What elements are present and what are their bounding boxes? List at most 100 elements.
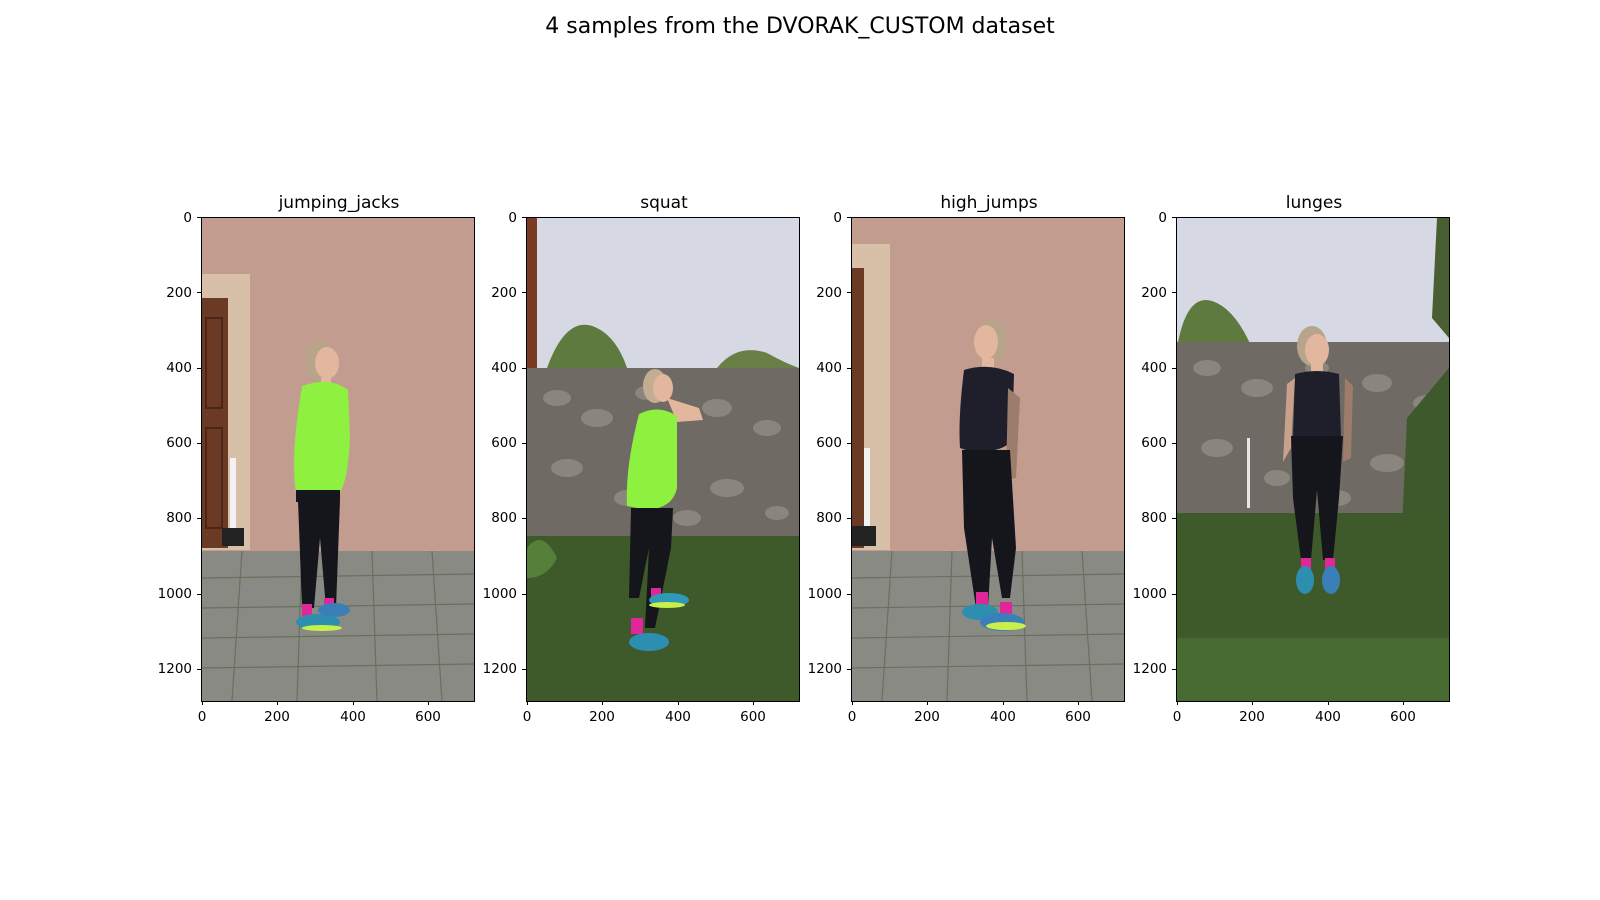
image-frame bbox=[201, 217, 475, 702]
panel-title: high_jumps bbox=[940, 193, 1038, 213]
y-tick-mark bbox=[847, 217, 851, 218]
x-tick-mark bbox=[527, 701, 528, 705]
image-frame bbox=[526, 217, 800, 702]
y-tick-label: 400 bbox=[491, 360, 517, 376]
y-tick-label: 600 bbox=[491, 435, 517, 451]
y-tick-label: 1200 bbox=[157, 661, 192, 677]
y-tick-mark bbox=[197, 669, 201, 670]
y-tick-label: 800 bbox=[166, 510, 192, 526]
y-tick-mark bbox=[1172, 594, 1176, 595]
y-tick-label: 0 bbox=[183, 210, 192, 226]
y-tick-label: 800 bbox=[816, 510, 842, 526]
x-tick-label: 400 bbox=[665, 709, 691, 725]
exercise-photo bbox=[202, 218, 474, 701]
x-tick-label: 400 bbox=[340, 709, 366, 725]
y-tick-label: 0 bbox=[508, 210, 517, 226]
y-tick-mark bbox=[1172, 368, 1176, 369]
y-tick-label: 0 bbox=[1158, 210, 1167, 226]
y-tick-mark bbox=[847, 669, 851, 670]
x-tick-mark bbox=[202, 701, 203, 705]
y-tick-mark bbox=[1172, 669, 1176, 670]
image-frame bbox=[851, 217, 1125, 702]
x-tick-label: 200 bbox=[914, 709, 940, 725]
y-tick-label: 1200 bbox=[1132, 661, 1167, 677]
y-tick-mark bbox=[197, 443, 201, 444]
y-tick-label: 200 bbox=[816, 285, 842, 301]
y-tick-label: 200 bbox=[491, 285, 517, 301]
y-tick-mark bbox=[847, 518, 851, 519]
y-tick-label: 200 bbox=[1141, 285, 1167, 301]
y-tick-mark bbox=[1172, 217, 1176, 218]
x-tick-mark bbox=[353, 701, 354, 705]
y-tick-mark bbox=[847, 443, 851, 444]
x-tick-mark bbox=[1177, 701, 1178, 705]
y-tick-mark bbox=[847, 594, 851, 595]
y-tick-label: 1200 bbox=[482, 661, 517, 677]
x-tick-label: 600 bbox=[1390, 709, 1416, 725]
x-tick-mark bbox=[1252, 701, 1253, 705]
x-tick-mark bbox=[678, 701, 679, 705]
y-tick-mark bbox=[522, 594, 526, 595]
y-tick-label: 800 bbox=[491, 510, 517, 526]
x-tick-mark bbox=[1328, 701, 1329, 705]
x-tick-label: 600 bbox=[740, 709, 766, 725]
x-tick-label: 200 bbox=[264, 709, 290, 725]
y-tick-label: 800 bbox=[1141, 510, 1167, 526]
y-tick-mark bbox=[1172, 443, 1176, 444]
y-tick-label: 1000 bbox=[1132, 586, 1167, 602]
y-tick-label: 400 bbox=[816, 360, 842, 376]
y-tick-mark bbox=[197, 368, 201, 369]
x-tick-mark bbox=[1078, 701, 1079, 705]
y-tick-mark bbox=[522, 518, 526, 519]
y-tick-mark bbox=[522, 669, 526, 670]
y-tick-mark bbox=[847, 292, 851, 293]
x-tick-label: 600 bbox=[415, 709, 441, 725]
x-tick-label: 0 bbox=[847, 709, 857, 725]
y-tick-label: 1000 bbox=[807, 586, 842, 602]
y-tick-label: 400 bbox=[1141, 360, 1167, 376]
x-tick-mark bbox=[927, 701, 928, 705]
x-tick-mark bbox=[1403, 701, 1404, 705]
y-tick-mark bbox=[522, 443, 526, 444]
panel-title: squat bbox=[640, 193, 688, 213]
y-tick-mark bbox=[197, 217, 201, 218]
y-tick-mark bbox=[197, 594, 201, 595]
y-tick-label: 0 bbox=[833, 210, 842, 226]
x-tick-mark bbox=[753, 701, 754, 705]
y-tick-mark bbox=[1172, 518, 1176, 519]
y-tick-mark bbox=[847, 368, 851, 369]
x-tick-mark bbox=[428, 701, 429, 705]
x-tick-mark bbox=[1003, 701, 1004, 705]
panel-title: jumping_jacks bbox=[278, 193, 400, 213]
y-tick-mark bbox=[522, 292, 526, 293]
y-tick-mark bbox=[1172, 292, 1176, 293]
panel-title: lunges bbox=[1285, 193, 1343, 213]
exercise-photo bbox=[527, 218, 799, 701]
y-tick-label: 400 bbox=[166, 360, 192, 376]
x-tick-label: 0 bbox=[1172, 709, 1182, 725]
x-tick-label: 400 bbox=[990, 709, 1016, 725]
x-tick-label: 600 bbox=[1065, 709, 1091, 725]
y-tick-label: 1000 bbox=[482, 586, 517, 602]
y-tick-mark bbox=[522, 217, 526, 218]
x-tick-label: 200 bbox=[1239, 709, 1265, 725]
y-tick-label: 600 bbox=[816, 435, 842, 451]
x-tick-label: 0 bbox=[197, 709, 207, 725]
image-frame bbox=[1176, 217, 1450, 702]
y-tick-label: 1200 bbox=[807, 661, 842, 677]
figure-title: 4 samples from the DVORAK_CUSTOM dataset bbox=[545, 14, 1055, 39]
x-tick-label: 400 bbox=[1315, 709, 1341, 725]
exercise-photo bbox=[852, 218, 1124, 701]
exercise-photo bbox=[1177, 218, 1449, 701]
x-tick-label: 0 bbox=[522, 709, 532, 725]
y-tick-mark bbox=[197, 292, 201, 293]
x-tick-label: 200 bbox=[589, 709, 615, 725]
y-tick-label: 600 bbox=[166, 435, 192, 451]
y-tick-mark bbox=[522, 368, 526, 369]
x-tick-mark bbox=[277, 701, 278, 705]
x-tick-mark bbox=[852, 701, 853, 705]
